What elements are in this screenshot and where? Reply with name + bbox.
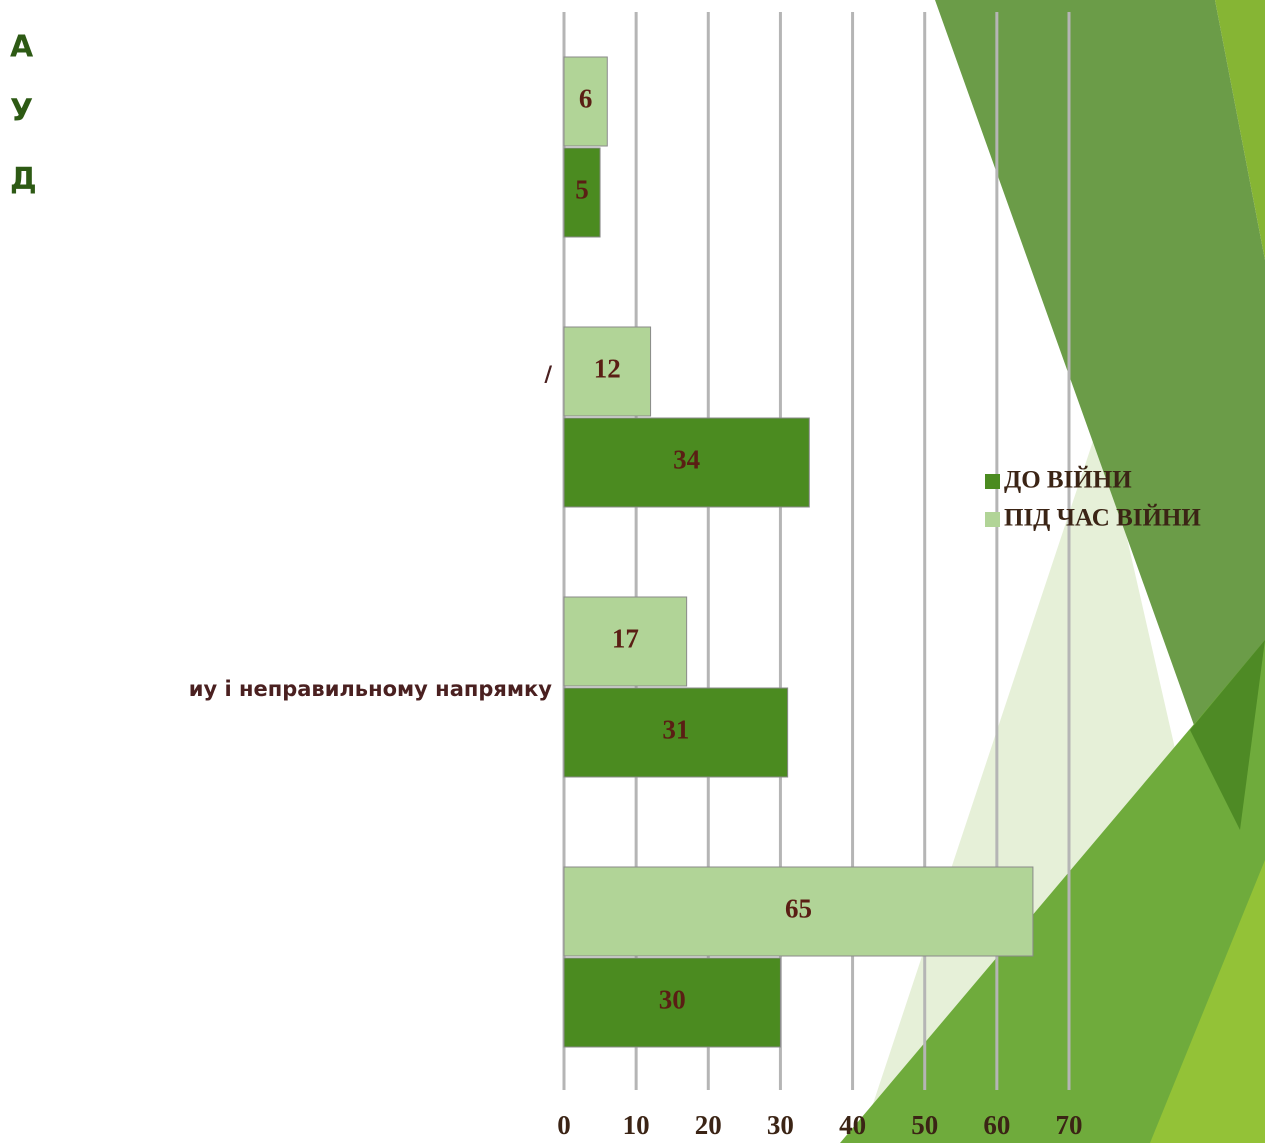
legend-swatch [985,474,1000,489]
title-fragment: Д [10,162,37,197]
category-label: / [544,362,552,386]
slide: А У Д 01020304050607065/1234иу і неправи… [0,0,1265,1143]
value-label: 65 [785,894,812,924]
value-label: 5 [575,175,589,205]
title-fragment: У [10,94,33,129]
value-label: 12 [594,354,621,384]
x-tick-label: 70 [1056,1110,1083,1140]
value-label: 6 [579,84,593,114]
legend-label: ДО ВІЙНИ [1004,466,1132,494]
x-tick-label: 60 [983,1110,1010,1140]
x-tick-label: 50 [911,1110,938,1140]
x-tick-label: 10 [623,1110,650,1140]
title-fragment: А [10,30,34,65]
value-label: 34 [673,445,700,475]
decoration [840,0,1265,1143]
value-label: 30 [659,985,686,1015]
value-label: 17 [612,624,639,654]
value-label: 31 [662,715,689,745]
legend-label: ПІД ЧАС ВІЙНИ [1004,504,1201,532]
x-tick-label: 40 [839,1110,866,1140]
x-tick-label: 0 [557,1110,571,1140]
x-tick-label: 30 [767,1110,794,1140]
legend-swatch [985,512,1000,527]
category-label: иу і неправильному напрямку [189,677,553,701]
x-tick-label: 20 [695,1110,722,1140]
